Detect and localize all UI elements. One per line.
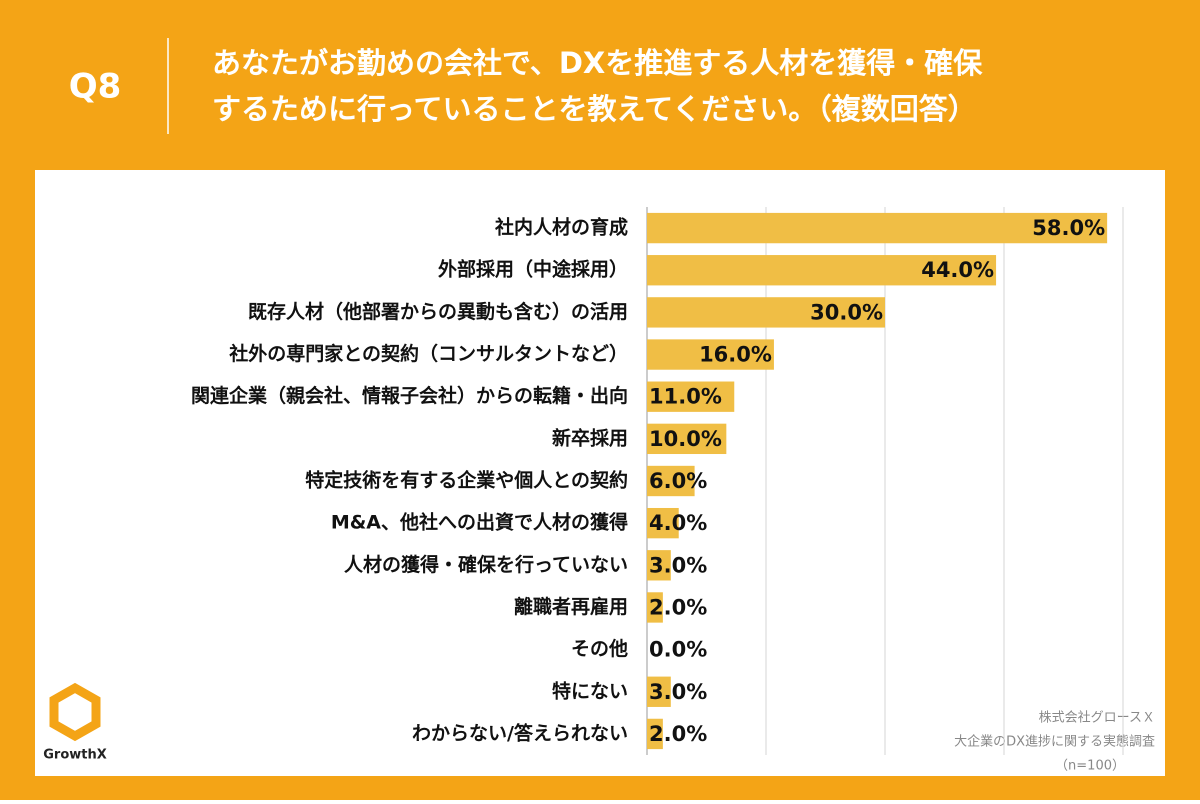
logo bbox=[49, 682, 101, 742]
value-label: 16.0% bbox=[699, 343, 772, 367]
bar bbox=[647, 507, 679, 539]
source: （n=100） bbox=[1055, 759, 1125, 774]
value-label: 44.0% bbox=[921, 258, 994, 282]
category-label: 人材の獲得・確保を行っていない bbox=[344, 553, 628, 576]
category-label: 既存人材（他部署からの異動も含む）の活用 bbox=[248, 300, 628, 323]
value-label: 0.0% bbox=[649, 638, 707, 662]
bar bbox=[647, 423, 727, 455]
category-label: わからない/答えられない bbox=[412, 721, 628, 744]
bar bbox=[647, 339, 774, 370]
source: 大企業のDX進捗に関する実態調査 bbox=[954, 734, 1155, 750]
bar bbox=[647, 212, 1108, 244]
category-label: 特にない bbox=[552, 680, 628, 702]
value-label: 2.0% bbox=[649, 595, 707, 619]
category-label: その他 bbox=[571, 637, 628, 660]
category-label: 新卒採用 bbox=[552, 426, 628, 449]
category-label: 関連企業（親会社、情報子会社）からの転籍・出向 bbox=[191, 384, 628, 407]
bar bbox=[647, 465, 695, 497]
bar bbox=[647, 255, 997, 286]
source: 株式会社グロースＸ bbox=[1039, 710, 1155, 726]
category-label: 社内人材の育成 bbox=[494, 216, 628, 239]
value-label: 3.0% bbox=[649, 553, 707, 577]
value-label: 3.0% bbox=[649, 680, 707, 704]
logo-text: GrowthX bbox=[43, 748, 107, 763]
title-line: するために行っていることを教えてください。（複数回答） bbox=[212, 92, 977, 126]
bar bbox=[647, 550, 671, 581]
bar bbox=[647, 297, 885, 328]
bar bbox=[647, 592, 663, 623]
category-label: M&A、他社への出資で人材の獲得 bbox=[331, 511, 628, 534]
category-label: 外部採用（中途採用） bbox=[438, 258, 628, 281]
title-line: あなたがお勤めの会社で、DXを推進する人材を獲得・確保 bbox=[212, 46, 983, 80]
value-label: 10.0% bbox=[649, 427, 722, 451]
value-label: 2.0% bbox=[649, 722, 707, 746]
value-label: 58.0% bbox=[1032, 216, 1105, 240]
bar bbox=[647, 676, 671, 707]
category-label: 離職者再雇用 bbox=[514, 595, 628, 618]
question-number: Q8 bbox=[69, 67, 122, 107]
category-label: 社外の専門家との契約（コンサルタントなど） bbox=[228, 342, 628, 365]
bar bbox=[647, 718, 663, 750]
bar bbox=[647, 381, 735, 412]
value-label: 11.0% bbox=[649, 385, 722, 409]
value-label: 30.0% bbox=[810, 300, 883, 324]
value-label: 4.0% bbox=[649, 511, 707, 535]
value-label: 6.0% bbox=[649, 469, 707, 493]
category-label: 特定技術を有する企業や個人との契約 bbox=[305, 469, 628, 492]
